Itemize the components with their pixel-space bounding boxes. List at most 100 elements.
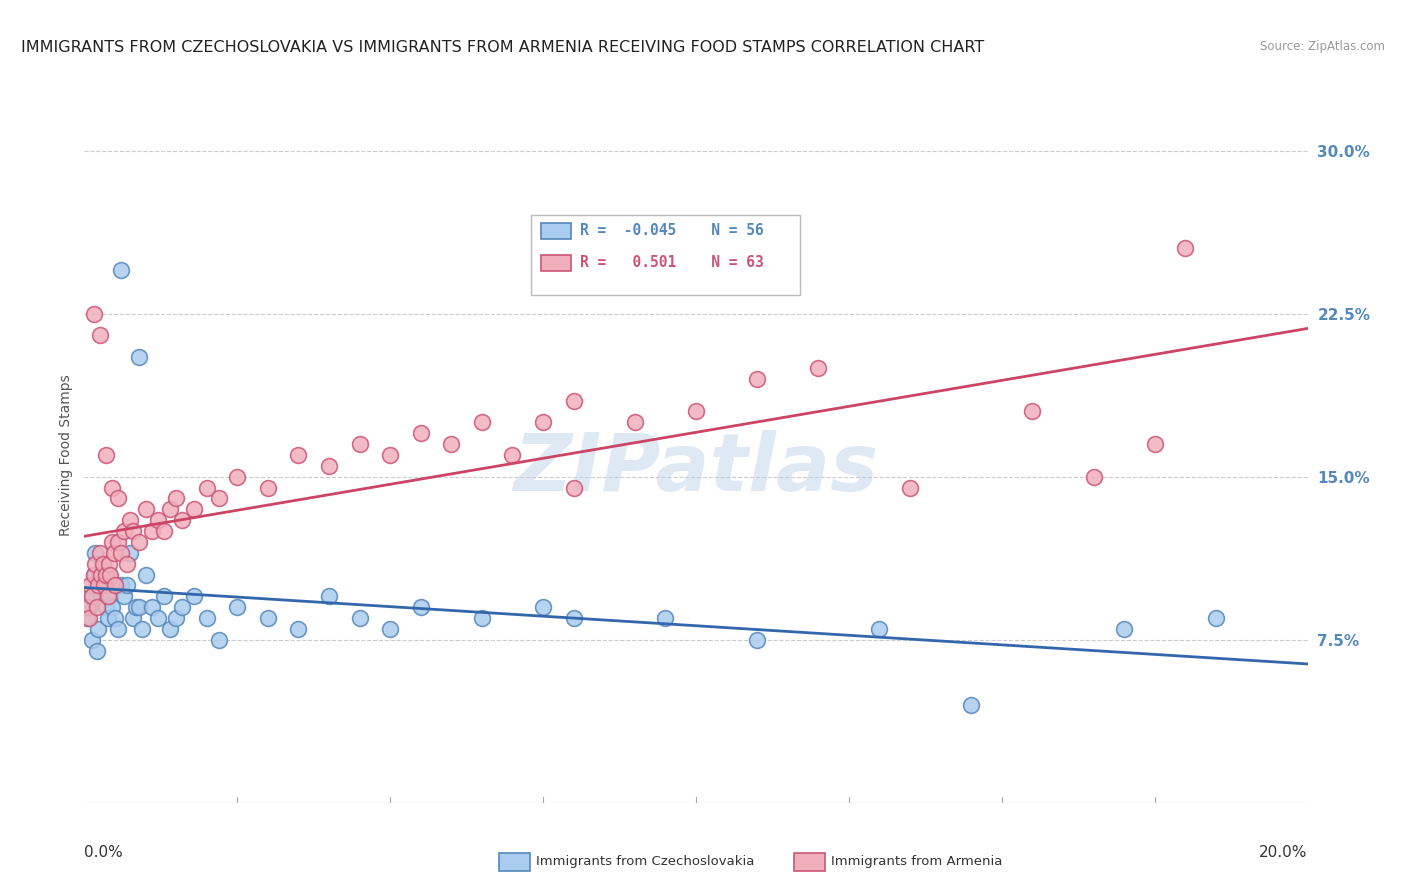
Point bbox=[960, 698, 983, 712]
Point bbox=[1114, 622, 1136, 636]
Point bbox=[208, 632, 231, 647]
Point bbox=[471, 415, 494, 429]
Point bbox=[685, 404, 707, 418]
Point bbox=[84, 546, 107, 560]
Point bbox=[83, 567, 105, 582]
Point bbox=[76, 600, 98, 615]
Point bbox=[747, 372, 769, 386]
Point bbox=[104, 578, 127, 592]
Point bbox=[101, 600, 124, 615]
Text: IMMIGRANTS FROM CZECHOSLOVAKIA VS IMMIGRANTS FROM ARMENIA RECEIVING FOOD STAMPS : IMMIGRANTS FROM CZECHOSLOVAKIA VS IMMIGR… bbox=[21, 40, 984, 55]
Point bbox=[135, 567, 157, 582]
Point bbox=[287, 448, 309, 462]
Point bbox=[654, 611, 676, 625]
Point bbox=[107, 622, 129, 636]
Point bbox=[226, 469, 249, 483]
Point bbox=[165, 491, 187, 506]
Point bbox=[146, 513, 169, 527]
Point bbox=[87, 622, 110, 636]
Point bbox=[122, 611, 145, 625]
Point bbox=[141, 600, 163, 615]
Point bbox=[562, 611, 585, 625]
Point bbox=[195, 611, 218, 625]
Point bbox=[349, 611, 371, 625]
Point bbox=[1143, 437, 1166, 451]
Point bbox=[83, 567, 105, 582]
Point bbox=[107, 491, 129, 506]
Point bbox=[195, 481, 218, 495]
Point bbox=[1083, 469, 1105, 483]
Point bbox=[1021, 404, 1043, 418]
Point bbox=[531, 600, 554, 615]
Point bbox=[747, 632, 769, 647]
Point bbox=[502, 448, 524, 462]
Point bbox=[90, 567, 112, 582]
Point bbox=[128, 350, 150, 364]
Point bbox=[226, 600, 249, 615]
Point bbox=[77, 600, 100, 615]
Point bbox=[86, 600, 108, 615]
Point bbox=[208, 491, 231, 506]
Point bbox=[153, 589, 176, 603]
Point bbox=[409, 600, 432, 615]
Point bbox=[97, 567, 120, 582]
Point bbox=[869, 622, 891, 636]
Point bbox=[183, 502, 205, 516]
Point bbox=[159, 622, 181, 636]
Point bbox=[115, 557, 138, 571]
Point bbox=[80, 632, 103, 647]
Point bbox=[135, 502, 157, 516]
Point bbox=[103, 578, 125, 592]
Point bbox=[409, 426, 432, 441]
Point bbox=[141, 524, 163, 538]
Point bbox=[380, 622, 402, 636]
Point bbox=[93, 578, 115, 592]
Point bbox=[125, 600, 148, 615]
Point bbox=[380, 448, 402, 462]
Point bbox=[257, 481, 280, 495]
Point bbox=[94, 600, 117, 615]
Point bbox=[93, 567, 115, 582]
Point bbox=[107, 534, 129, 549]
Point bbox=[101, 481, 124, 495]
Point bbox=[83, 307, 105, 321]
Point bbox=[172, 600, 194, 615]
Point bbox=[440, 437, 463, 451]
Text: 0.0%: 0.0% bbox=[84, 845, 124, 860]
Point bbox=[562, 393, 585, 408]
Point bbox=[257, 611, 280, 625]
Point bbox=[807, 360, 830, 375]
Point bbox=[153, 524, 176, 538]
Point bbox=[624, 415, 647, 429]
Point bbox=[531, 415, 554, 429]
Text: Immigrants from Armenia: Immigrants from Armenia bbox=[831, 855, 1002, 868]
Point bbox=[349, 437, 371, 451]
Point bbox=[104, 611, 127, 625]
Point bbox=[898, 481, 921, 495]
Point bbox=[103, 546, 125, 560]
Point bbox=[110, 546, 132, 560]
Point bbox=[1174, 241, 1197, 255]
Point bbox=[94, 448, 117, 462]
Point bbox=[97, 589, 120, 603]
Point bbox=[562, 481, 585, 495]
Point bbox=[318, 458, 340, 473]
Text: Immigrants from Czechoslovakia: Immigrants from Czechoslovakia bbox=[536, 855, 754, 868]
Point bbox=[110, 578, 132, 592]
Point bbox=[128, 534, 150, 549]
Point bbox=[115, 578, 138, 592]
Point bbox=[287, 622, 309, 636]
Point bbox=[112, 589, 135, 603]
Y-axis label: Receiving Food Stamps: Receiving Food Stamps bbox=[59, 374, 73, 536]
Point bbox=[77, 611, 100, 625]
FancyBboxPatch shape bbox=[541, 255, 571, 270]
Point bbox=[110, 263, 132, 277]
Point bbox=[172, 513, 194, 527]
Point bbox=[471, 611, 494, 625]
Point bbox=[120, 513, 142, 527]
Text: Source: ZipAtlas.com: Source: ZipAtlas.com bbox=[1260, 40, 1385, 54]
Point bbox=[89, 578, 111, 592]
Point bbox=[318, 589, 340, 603]
Text: ZIPatlas: ZIPatlas bbox=[513, 430, 879, 508]
Point bbox=[183, 589, 205, 603]
